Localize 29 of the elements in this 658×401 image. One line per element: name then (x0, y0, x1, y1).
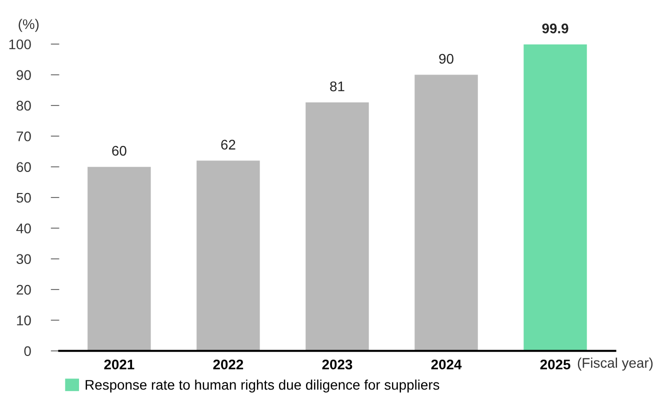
bar (524, 44, 587, 351)
y-axis-title: (%) (18, 18, 39, 32)
y-tick-label: 50 (16, 192, 31, 203)
y-tick-label: 30 (16, 254, 31, 264)
data-label: 81 (330, 81, 344, 92)
x-tick-label: 2022 (213, 360, 244, 370)
y-tick-label: 60 (16, 162, 31, 172)
y-tick-label: 90 (16, 70, 31, 80)
y-tick-label: 40 (16, 224, 31, 234)
bar (306, 102, 369, 351)
data-label: 99.9 (542, 24, 568, 34)
data-label: 90 (439, 54, 454, 64)
y-tick-label: 0 (24, 346, 31, 356)
y-tick-label: 20 (16, 284, 31, 295)
x-tick-label: 2024 (431, 360, 462, 370)
bar (196, 160, 260, 351)
x-tick-label: 2023 (322, 360, 352, 370)
data-label: 62 (221, 140, 236, 150)
x-tick-label: 2025 (540, 360, 570, 370)
x-tick-label: 2021 (104, 360, 134, 370)
y-tick-label: 70 (16, 131, 31, 142)
x-axis-title: (Fiscal year) (578, 358, 653, 371)
bar (88, 166, 151, 351)
bar (414, 74, 478, 351)
y-tick-label: 100 (9, 39, 31, 50)
data-label: 60 (112, 146, 126, 156)
legend-label: Response rate to human rights due diligence for suppliers (86, 380, 440, 393)
y-tick-label: 10 (17, 316, 31, 326)
y-tick-label: 80 (16, 100, 31, 111)
